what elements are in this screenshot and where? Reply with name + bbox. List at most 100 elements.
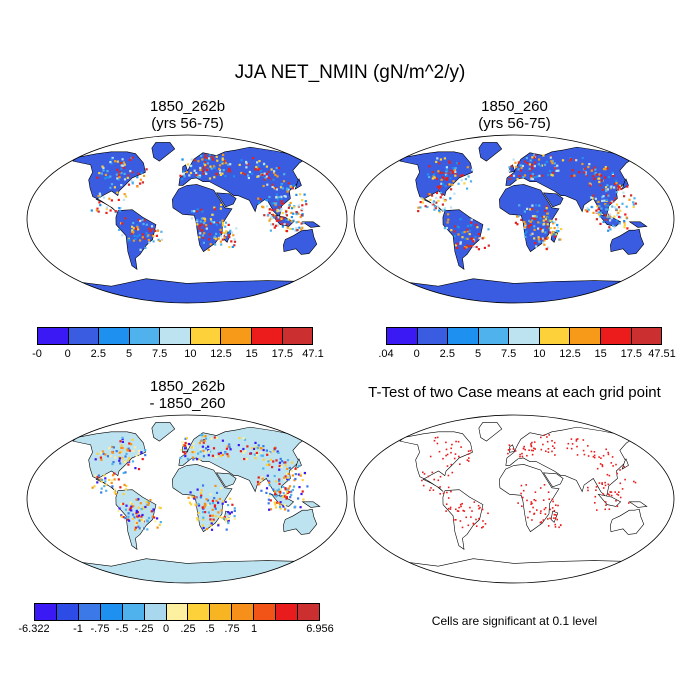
grid-cell [471, 510, 473, 512]
grid-cell [213, 206, 216, 209]
panel-3-title: 1850_262b - 1850_260 [25, 378, 350, 412]
grid-cell [128, 449, 131, 452]
grid-cell [421, 479, 423, 482]
grid-cell [526, 207, 529, 210]
grid-cell [209, 518, 212, 521]
grid-cell [110, 183, 114, 186]
grid-cell [219, 171, 222, 174]
grid-cell [222, 500, 225, 503]
grid-cell [275, 219, 278, 222]
grid-cell [614, 197, 617, 200]
grid-cell [530, 443, 532, 445]
grid-cell [535, 215, 538, 218]
grid-cell [533, 225, 536, 228]
grid-cell [447, 213, 450, 216]
grid-cell [275, 495, 278, 498]
grid-cell [243, 457, 246, 461]
grid-cell [543, 508, 546, 511]
grid-cell [634, 202, 637, 205]
grid-cell [222, 153, 225, 156]
grid-cell [201, 434, 204, 437]
grid-cell [607, 208, 610, 211]
grid-cell [507, 449, 510, 451]
panel-4-name: T-Test of two Case means at each grid po… [368, 384, 661, 401]
grid-cell [287, 206, 290, 209]
grid-cell [233, 238, 236, 241]
grid-cell [466, 187, 469, 190]
grid-cell [127, 238, 130, 241]
grid-cell [117, 173, 120, 176]
grid-cell [264, 198, 268, 201]
grid-cell [254, 168, 257, 171]
grid-cell [445, 169, 448, 172]
grid-cell [450, 206, 453, 209]
grid-cell [210, 437, 213, 440]
grid-cell [125, 195, 128, 198]
grid-cell [109, 455, 112, 458]
grid-cell [99, 194, 102, 197]
grid-cell [463, 510, 466, 512]
grid-cell [455, 440, 457, 443]
grid-cell [292, 206, 295, 209]
grid-cell [196, 174, 199, 177]
colorbar-tick-label: 0 [64, 348, 71, 360]
grid-cell [554, 517, 557, 519]
grid-cell [154, 520, 157, 523]
grid-cell [141, 236, 144, 239]
grid-cell [132, 231, 135, 234]
grid-cell [268, 211, 271, 215]
grid-cell [269, 499, 272, 502]
grid-cell [278, 461, 281, 464]
grid-cell [559, 238, 562, 241]
grid-cell [133, 516, 136, 519]
grid-cell [276, 224, 279, 227]
grid-cell [253, 453, 256, 456]
colorbar-swatch [276, 604, 299, 620]
grid-cell [203, 506, 206, 509]
grid-cell [551, 220, 554, 223]
colorbar-tick-label: 10 [184, 348, 197, 360]
grid-cell [284, 488, 287, 491]
grid-cell [601, 465, 604, 468]
grid-cell [269, 229, 272, 232]
grid-cell [463, 182, 466, 185]
grid-cell [279, 216, 282, 219]
grid-cell [467, 453, 470, 455]
grid-cell [452, 170, 455, 173]
grid-cell [266, 199, 269, 202]
grid-cell [139, 239, 142, 242]
grid-cell [290, 220, 293, 223]
grid-cell [265, 463, 268, 466]
grid-cell [147, 502, 150, 505]
grid-cell [260, 479, 263, 482]
grid-cell [127, 515, 130, 518]
colorbar-2 [386, 327, 662, 345]
colorbar-tick-label: 5 [125, 348, 133, 360]
grid-cell [139, 248, 142, 251]
grid-cell [540, 510, 542, 512]
grid-cell [209, 243, 212, 246]
grid-cell [204, 171, 207, 174]
grid-cell [553, 509, 556, 512]
grid-cell [223, 236, 226, 239]
grid-cell [540, 436, 542, 439]
grid-cell [269, 217, 272, 220]
grid-cell [227, 223, 230, 226]
grid-cell [135, 520, 138, 523]
grid-cell [587, 455, 590, 457]
grid-cell [632, 201, 635, 204]
grid-cell [100, 487, 103, 490]
grid-cell [261, 477, 264, 480]
grid-cell [522, 496, 524, 499]
grid-cell [547, 246, 550, 249]
grid-cell [184, 455, 187, 458]
grid-cell [125, 448, 128, 451]
grid-cell [598, 213, 601, 216]
grid-cell [254, 457, 257, 460]
grid-cell [548, 170, 552, 173]
grid-cell [465, 516, 467, 519]
grid-cell [297, 497, 300, 500]
grid-cell [531, 441, 533, 444]
grid-cell [453, 169, 456, 172]
grid-cell [539, 164, 542, 168]
